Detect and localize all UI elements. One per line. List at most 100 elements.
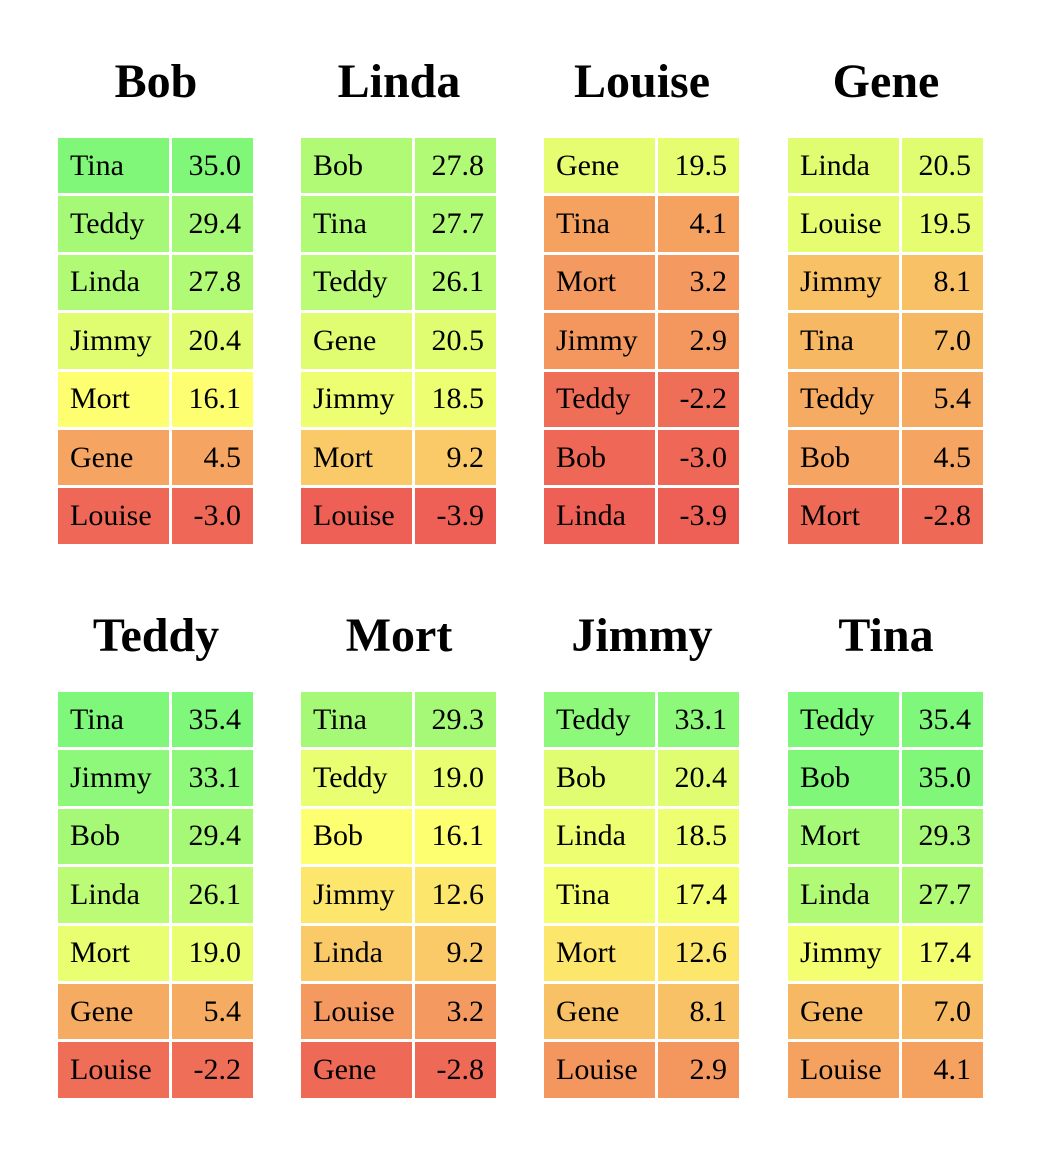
table-row: Linda 27.8 [58,254,253,311]
row-name: Teddy [301,750,412,806]
table-row: Tina 4.1 [544,196,739,252]
row-value: 27.8 [172,254,253,311]
table-row: Teddy 26.1 [301,254,496,311]
row-name: Mort [544,254,655,311]
row-name: Louise [58,488,169,544]
row-value: 29.4 [172,808,253,865]
row-name: Teddy [58,196,169,252]
table-row: Gene 19.5 [544,138,739,194]
row-value: 27.7 [415,196,496,252]
table-row: Jimmy 33.1 [58,750,253,806]
panel-title: Linda [337,55,461,108]
table-row: Mort -2.8 [788,488,983,544]
row-name: Jimmy [58,313,169,369]
row-name: Tina [58,138,169,194]
row-name: Bob [58,808,169,865]
row-value: 12.6 [415,867,496,923]
score-table: Tina 35.4 Jimmy 33.1 Bob 29.4 Linda 26.1 Mort 19.… [55,689,256,1101]
row-value: 7.0 [902,313,983,369]
table-row: Linda 18.5 [544,808,739,865]
row-value: 4.1 [902,1042,983,1098]
row-value: 19.0 [415,750,496,806]
row-value: 20.5 [415,313,496,369]
row-value: 3.2 [658,254,739,311]
row-value: 27.7 [902,867,983,923]
row-name: Jimmy [301,867,412,923]
row-value: -3.9 [658,488,739,544]
row-name: Gene [788,983,899,1040]
table-row: Tina 35.4 [58,692,253,748]
table-row: Bob 29.4 [58,808,253,865]
score-table: Tina 35.0 Teddy 29.4 Linda 27.8 Jimmy 20.4 Mort 1… [55,135,256,547]
row-value: -3.0 [172,488,253,544]
row-name: Teddy [544,371,655,427]
row-name: Bob [788,750,899,806]
table-row: Tina 27.7 [301,196,496,252]
table-row: Gene 5.4 [58,983,253,1040]
row-name: Bob [544,750,655,806]
table-row: Jimmy 8.1 [788,254,983,311]
table-row: Louise -3.0 [58,488,253,544]
row-name: Tina [301,196,412,252]
table-row: Gene 4.5 [58,429,253,486]
table-row: Teddy 29.4 [58,196,253,252]
row-name: Louise [544,1042,655,1098]
row-value: 17.4 [902,925,983,981]
row-value: 29.3 [415,692,496,748]
row-name: Louise [788,1042,899,1098]
row-value: 20.4 [172,313,253,369]
panel-title: Bob [114,55,198,108]
row-value: 20.5 [902,138,983,194]
score-table: Bob 27.8 Tina 27.7 Teddy 26.1 Gene 20.5 Jimmy 18.… [298,135,499,547]
row-name: Mort [58,371,169,427]
table-row: Tina 17.4 [544,867,739,923]
row-value: 19.5 [902,196,983,252]
table-row: Louise 19.5 [788,196,983,252]
row-name: Bob [788,429,899,486]
row-value: 5.4 [172,983,253,1040]
row-value: 35.0 [172,138,253,194]
table-row: Bob 16.1 [301,808,496,865]
row-name: Linda [58,867,169,923]
table-row: Teddy -2.2 [544,371,739,427]
table-row: Bob -3.0 [544,429,739,486]
row-value: 17.4 [658,867,739,923]
row-value: 16.1 [415,808,496,865]
table-row: Jimmy 18.5 [301,371,496,427]
row-name: Jimmy [544,313,655,369]
table-row: Linda 27.7 [788,867,983,923]
row-value: 33.1 [172,750,253,806]
table-row: Gene -2.8 [301,1042,496,1098]
table-row: Tina 29.3 [301,692,496,748]
row-name: Gene [58,983,169,1040]
table-row: Linda -3.9 [544,488,739,544]
row-name: Louise [301,488,412,544]
row-name: Gene [544,983,655,1040]
table-row: Mort 3.2 [544,254,739,311]
table-row: Tina 35.0 [58,138,253,194]
panel-title: Teddy [92,609,220,662]
row-name: Jimmy [788,925,899,981]
table-row: Bob 27.8 [301,138,496,194]
row-name: Louise [301,983,412,1040]
row-value: 20.4 [658,750,739,806]
row-value: 8.1 [902,254,983,311]
row-name: Teddy [788,692,899,748]
panel-title: Louise [573,55,711,108]
row-name: Linda [544,808,655,865]
row-value: 26.1 [172,867,253,923]
table-row: Mort 29.3 [788,808,983,865]
table-row: Bob 4.5 [788,429,983,486]
row-name: Linda [544,488,655,544]
score-table: Gene 19.5 Tina 4.1 Mort 3.2 Jimmy 2.9 Teddy -2.2 B… [541,135,742,547]
row-name: Teddy [301,254,412,311]
row-name: Tina [544,196,655,252]
row-name: Louise [58,1042,169,1098]
row-name: Tina [301,692,412,748]
table-row: Bob 35.0 [788,750,983,806]
row-name: Linda [788,867,899,923]
row-name: Jimmy [58,750,169,806]
table-row: Jimmy 12.6 [301,867,496,923]
row-name: Gene [58,429,169,486]
table-row: Louise 3.2 [301,983,496,1040]
